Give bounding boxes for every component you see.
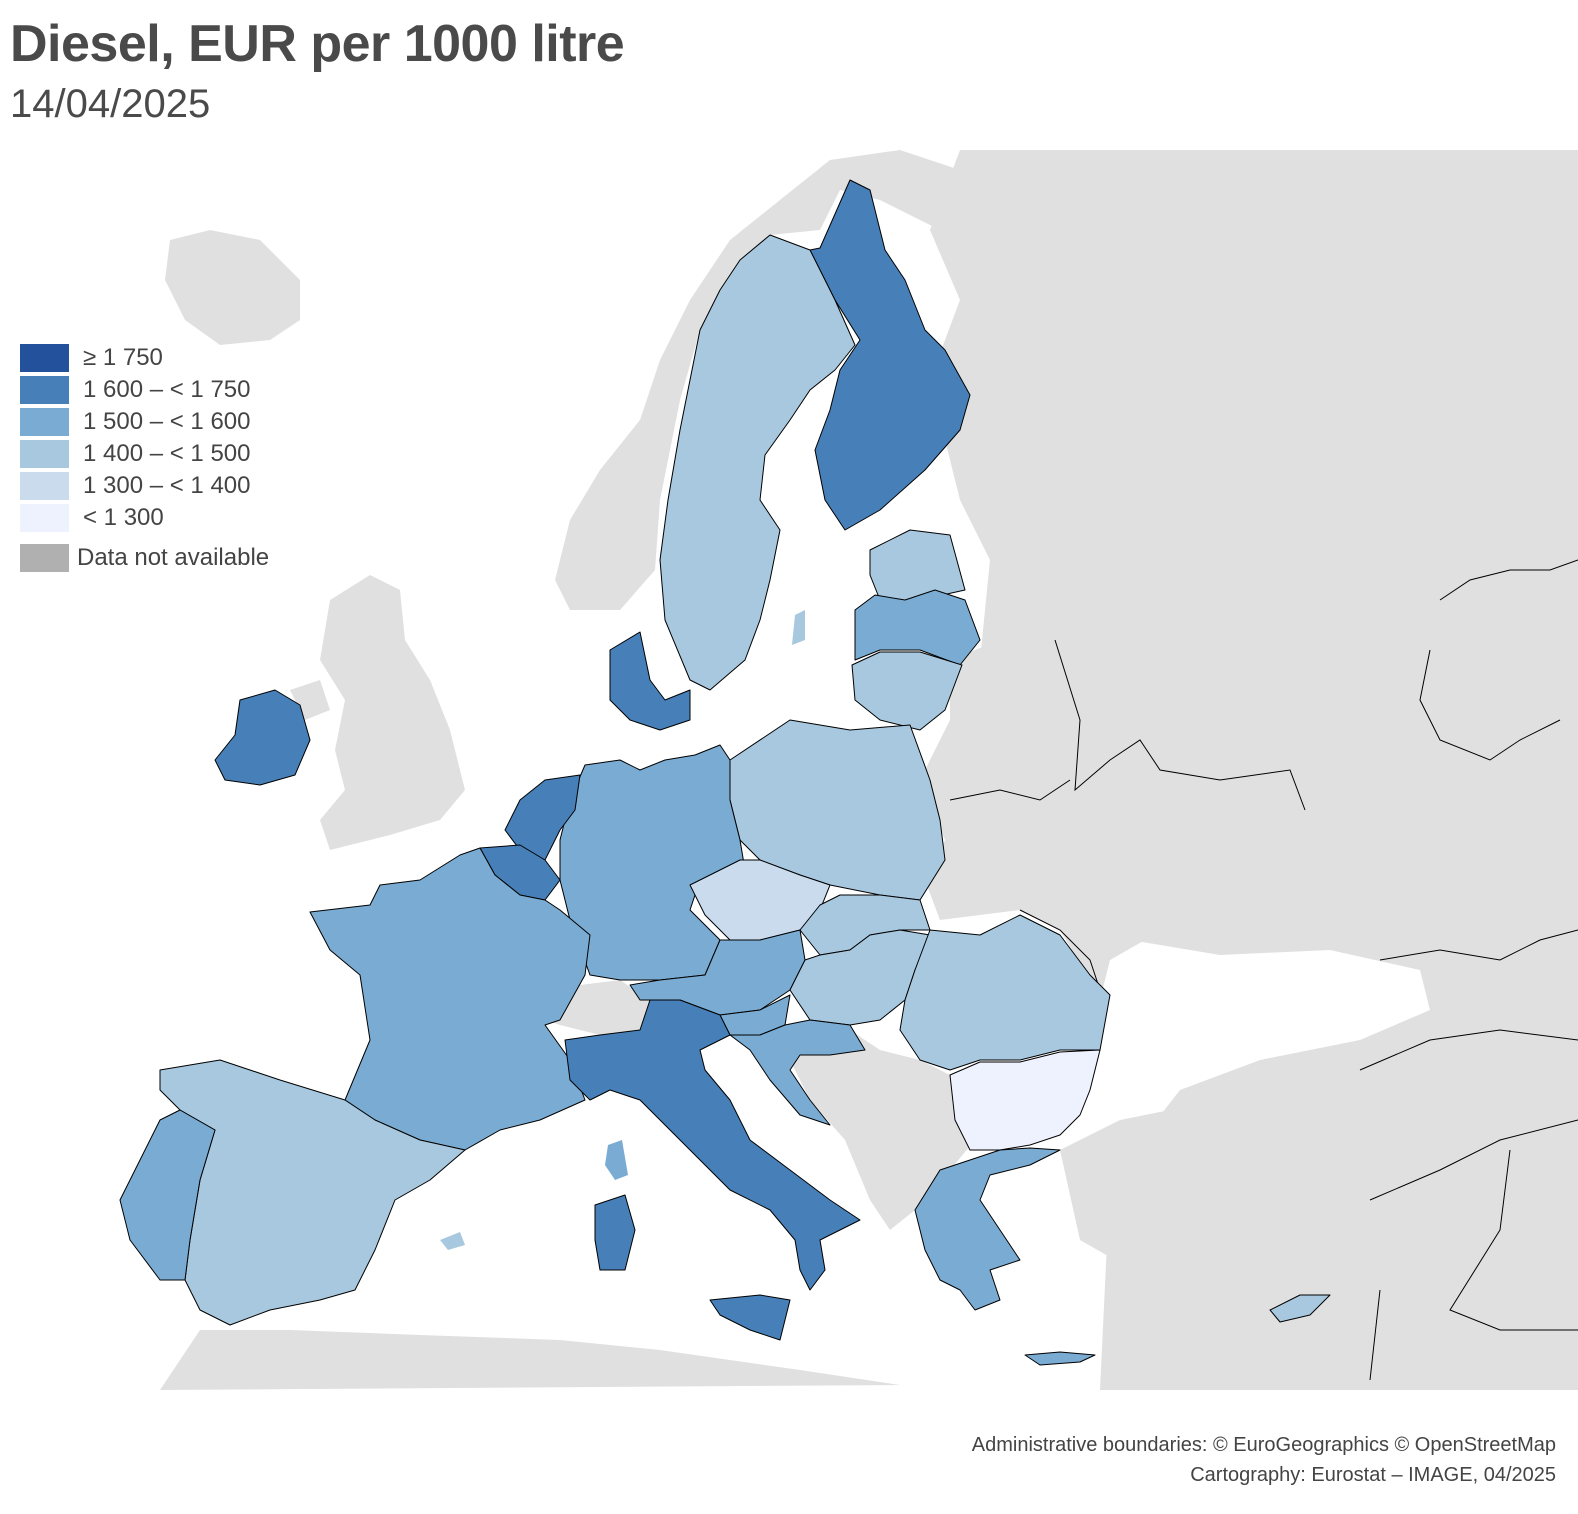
- map-legend: ≥ 1 750 1 600 – < 1 750 1 500 – < 1 600 1 4…: [20, 342, 269, 574]
- legend-swatch: [20, 472, 69, 500]
- eu-countries: [119, 179, 1331, 1366]
- country-france-corsica: [605, 1140, 628, 1180]
- legend-label: 1 300 – < 1 400: [83, 472, 251, 499]
- country-poland: [729, 719, 946, 901]
- credit-boundaries: Administrative boundaries: © EuroGeograp…: [971, 1434, 1556, 1456]
- country-greece-crete: [1024, 1351, 1096, 1366]
- legend-swatch: [20, 344, 69, 372]
- country-croatia: [729, 1019, 866, 1126]
- map-date: 14/04/2025: [10, 82, 211, 126]
- legend-item: 1 300 – < 1 400: [20, 470, 269, 502]
- country-greece: [914, 1147, 1061, 1311]
- map-credits: Administrative boundaries: © EuroGeograp…: [972, 1430, 1556, 1490]
- legend-label: 1 500 – < 1 600: [83, 408, 251, 435]
- country-bulgaria: [949, 1049, 1101, 1151]
- map-title: Diesel, EUR per 1000 litre: [10, 15, 625, 73]
- europe-choropleth-map: [119, 150, 1578, 1390]
- land-turkey: [1060, 1090, 1500, 1300]
- country-lithuania: [851, 651, 963, 731]
- country-italy: [564, 999, 861, 1291]
- country-romania: [899, 914, 1111, 1071]
- country-portugal: [119, 1109, 216, 1281]
- land-norway: [555, 150, 960, 610]
- legend-label: 1 600 – < 1 750: [83, 376, 251, 403]
- country-italy-sicily: [709, 1294, 791, 1341]
- legend-swatch: [20, 544, 69, 572]
- border-lines-east: [949, 559, 1578, 1381]
- country-cyprus: [1269, 1294, 1331, 1323]
- legend-item-not-available: Data not available: [20, 542, 269, 574]
- legend-item: < 1 300: [20, 502, 269, 534]
- legend-item: 1 500 – < 1 600: [20, 406, 269, 438]
- country-latvia: [854, 589, 981, 666]
- legend-item: 1 600 – < 1 750: [20, 374, 269, 406]
- land-belarus-ukraine: [920, 640, 1310, 1000]
- non-eu-land: [160, 150, 1578, 1390]
- country-denmark: [609, 631, 691, 731]
- country-italy-sardinia: [594, 1194, 636, 1271]
- legend-item: 1 400 – < 1 500: [20, 438, 269, 470]
- land-great-britain: [320, 575, 465, 850]
- country-estonia: [869, 529, 966, 601]
- land-iceland: [165, 230, 300, 345]
- country-finland: [809, 179, 971, 531]
- country-sweden: [659, 234, 856, 691]
- credit-cartography: Cartography: Eurostat – IMAGE, 04/2025: [1190, 1464, 1556, 1486]
- legend-label: < 1 300: [83, 504, 164, 531]
- island-gotland: [792, 610, 805, 645]
- legend-label: Data not available: [77, 544, 270, 571]
- land-north-africa: [160, 1330, 900, 1390]
- legend-label: ≥ 1 750: [83, 344, 163, 371]
- legend-swatch: [20, 376, 69, 404]
- legend-swatch: [20, 440, 69, 468]
- legend-item: ≥ 1 750: [20, 342, 269, 374]
- land-balkans: [785, 1030, 975, 1230]
- country-netherlands: [504, 774, 581, 861]
- legend-swatch: [20, 504, 69, 532]
- island-balearic: [440, 1232, 465, 1250]
- legend-label: 1 400 – < 1 500: [83, 440, 251, 467]
- country-ireland: [214, 689, 311, 786]
- legend-swatch: [20, 408, 69, 436]
